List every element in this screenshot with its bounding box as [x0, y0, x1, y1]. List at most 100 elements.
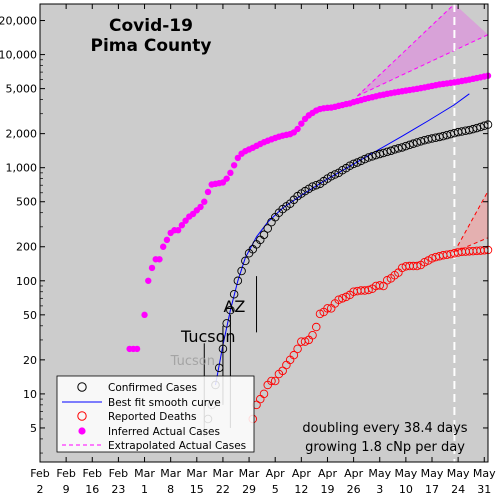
x-tick-day-16: 24	[451, 483, 465, 496]
x-tick-month-2: Feb	[83, 467, 102, 480]
death-point-11	[289, 350, 299, 360]
x-tick-month-10: Apr	[292, 467, 312, 480]
confirmed-point-54	[405, 140, 414, 150]
legend-label-extrapolated: Extrapolated Actual Cases	[108, 440, 246, 452]
death-point-14	[300, 337, 310, 346]
confirmed-point-52	[397, 143, 407, 152]
inferred-point-44	[294, 125, 301, 133]
death-point-46	[420, 257, 429, 267]
confirmed-point-45	[371, 150, 381, 160]
confirmed-point-16	[263, 224, 272, 233]
best-fit-curve	[214, 93, 470, 386]
death-point-23	[334, 295, 343, 304]
x-axis: Feb 2 Feb 9 Feb 16 Feb 23 Mar 1 Mar 8 Mar 15 Mar 22 Mar 2…	[30, 4, 496, 496]
x-tick-month-4: Mar	[134, 467, 155, 480]
y-tick-label-8: 2,000	[6, 128, 38, 141]
x-tick-day-0: 2	[37, 483, 44, 496]
chart-title: Covid-19	[109, 16, 193, 36]
legend-box	[56, 375, 255, 453]
x-tick-day-9: 5	[272, 483, 279, 496]
legend-label-inferred: Inferred Actual Cases	[108, 426, 220, 438]
inferred-point-28	[234, 154, 242, 162]
y-tick-label-1: 10	[23, 388, 37, 401]
x-tick-month-6: Mar	[186, 467, 207, 480]
confirmed-point-43	[364, 153, 373, 162]
y-tick-label-6: 500	[16, 196, 37, 209]
confirmed-point-46	[375, 149, 384, 159]
inferred-point-4	[145, 277, 152, 284]
death-point-20	[323, 304, 332, 313]
confirmed-point-72	[472, 123, 482, 133]
faded-label-tucson: Tucson	[170, 354, 215, 369]
inferred-point-27	[230, 162, 238, 169]
x-tick-month-14: May	[394, 467, 417, 480]
confirmed-point-48	[382, 147, 392, 157]
x-tick-month-12: Apr	[344, 467, 364, 480]
y-tick-label-10: 10,000	[0, 49, 37, 62]
confirmed-point-51	[394, 144, 403, 153]
x-tick-month-5: Mar	[160, 467, 181, 480]
x-tick-day-11: 19	[320, 483, 334, 496]
x-tick-day-15: 17	[425, 483, 439, 496]
legend-marker-inferred	[78, 427, 86, 435]
inferred-point-25	[223, 175, 230, 182]
confirmed-point-28	[308, 182, 317, 191]
x-tick-day-17: 31	[477, 483, 491, 496]
inferred-point-8	[160, 243, 167, 250]
x-tick-day-1: 9	[63, 483, 70, 496]
death-point-6	[270, 376, 280, 386]
inferred-point-2	[133, 345, 141, 353]
inferred-point-18	[197, 203, 204, 211]
inferred-point-9	[163, 236, 171, 244]
confirmed-point-56	[412, 138, 422, 147]
x-tick-month-1: Feb	[56, 467, 75, 480]
inferred-point-19	[201, 198, 208, 205]
confirmed-point-44	[368, 152, 377, 161]
confirmed-point-7	[229, 290, 239, 299]
death-point-16	[308, 331, 317, 340]
confirmed-point-29	[312, 180, 321, 190]
death-point-24	[338, 294, 347, 303]
death-point-44	[412, 261, 422, 271]
confirmed-point-10	[241, 256, 250, 266]
confirmed-point-15	[259, 230, 269, 240]
series-lines	[214, 4, 470, 462]
x-tick-month-8: Mar	[239, 467, 260, 480]
series-markers	[126, 72, 493, 424]
legend-label-fit: Best fit smooth curve	[108, 397, 221, 409]
event-label-az: AZ	[223, 297, 245, 316]
death-point-3	[259, 389, 269, 399]
x-tick-day-10: 12	[294, 483, 308, 496]
x-tick-month-3: Feb	[109, 467, 128, 480]
y-axis: 5 10 20 50 100 200 500 1,000 2,000 5,000 10,000 20,…	[0, 15, 488, 454]
confirmed-point-53	[401, 141, 411, 151]
x-tick-day-7: 22	[216, 483, 230, 496]
y-tick-label-11: 20,000	[0, 15, 37, 28]
note-doubling: doubling every 38.4 days	[302, 421, 467, 436]
inferred-point-14	[182, 217, 189, 224]
x-tick-month-9: Apr	[266, 467, 286, 480]
x-tick-day-8: 29	[242, 483, 256, 496]
death-point-34	[375, 281, 384, 290]
extrapolation-line-5-upper	[453, 190, 489, 253]
inferred-point-3	[141, 311, 148, 319]
confirmed-point-34	[330, 170, 340, 179]
confirmed-point-73	[476, 122, 485, 132]
inferred-point-12	[174, 227, 182, 234]
inferred-point-5	[148, 264, 156, 272]
confirmed-point-8	[233, 276, 243, 286]
extrapolation-line-5-lower	[454, 237, 489, 253]
y-tick-label-7: 1,000	[6, 162, 38, 175]
y-tick-label-5: 200	[16, 241, 37, 254]
confirmed-point-42	[360, 154, 370, 164]
confirmed-point-55	[409, 139, 418, 148]
x-tick-month-16: May	[447, 467, 470, 480]
confirmed-point-49	[386, 146, 396, 156]
death-point-17	[312, 322, 321, 332]
legend-marker-deaths	[77, 411, 87, 421]
x-tick-day-6: 15	[190, 483, 204, 496]
confirmed-point-40	[353, 158, 362, 167]
legend-label-confirmed: Confirmed Cases	[108, 382, 197, 394]
x-tick-month-15: May	[421, 467, 444, 480]
extrapolation-line-4-lower	[357, 34, 489, 97]
